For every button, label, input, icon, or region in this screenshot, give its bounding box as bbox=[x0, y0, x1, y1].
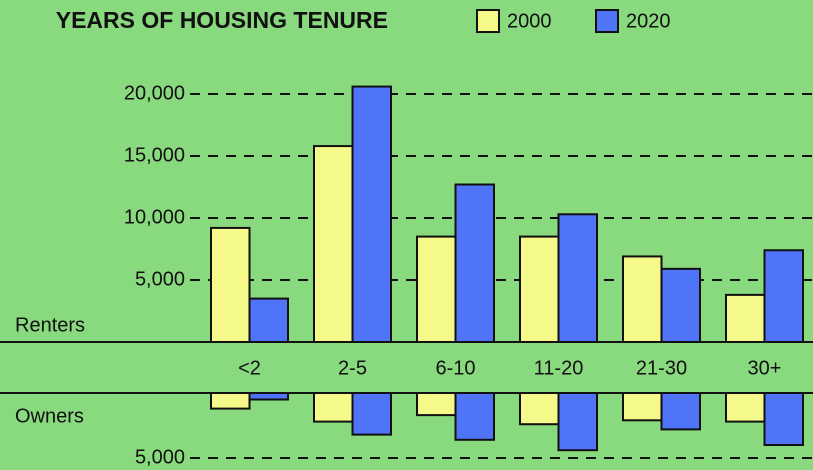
x-tick-label: <2 bbox=[238, 357, 261, 379]
bar bbox=[660, 392, 701, 431]
x-tick-label: 30+ bbox=[748, 357, 782, 379]
bar bbox=[622, 392, 663, 422]
bar bbox=[351, 392, 392, 436]
bar bbox=[351, 85, 392, 343]
bar bbox=[416, 392, 457, 417]
bar bbox=[313, 392, 354, 423]
bar bbox=[248, 297, 289, 344]
bar bbox=[519, 392, 560, 426]
bar bbox=[660, 267, 701, 343]
bar bbox=[725, 392, 766, 423]
panel-label: Owners bbox=[15, 405, 84, 427]
bar bbox=[519, 235, 560, 344]
y-tick-label: 5,000 bbox=[135, 268, 185, 290]
bar bbox=[725, 293, 766, 344]
x-tick-label: 2-5 bbox=[338, 357, 367, 379]
chart-title: YEARS OF HOUSING TENURE bbox=[56, 7, 388, 33]
y-tick-label: 20,000 bbox=[124, 82, 185, 104]
x-tick-label: 11-20 bbox=[534, 357, 584, 379]
bar bbox=[557, 213, 598, 343]
x-tick-label: 21-30 bbox=[636, 357, 687, 379]
bar bbox=[622, 255, 663, 343]
legend-swatch bbox=[476, 9, 500, 33]
bar bbox=[763, 249, 804, 344]
panel-label: Renters bbox=[15, 314, 85, 336]
x-tick-label: 6-10 bbox=[435, 357, 475, 379]
y-tick-label: 10,000 bbox=[124, 206, 185, 228]
legend-label: 2000 bbox=[507, 10, 552, 32]
bar bbox=[416, 235, 457, 344]
y-tick-label: 5,000 bbox=[135, 446, 185, 468]
y-tick-label: 15,000 bbox=[124, 144, 185, 166]
bar bbox=[454, 183, 495, 343]
bar bbox=[313, 145, 354, 343]
bar bbox=[454, 392, 495, 441]
bar bbox=[210, 392, 251, 410]
bar bbox=[763, 392, 804, 446]
legend-label: 2020 bbox=[626, 10, 671, 32]
legend-swatch bbox=[595, 9, 619, 33]
bar bbox=[557, 392, 598, 452]
bar bbox=[210, 226, 251, 343]
